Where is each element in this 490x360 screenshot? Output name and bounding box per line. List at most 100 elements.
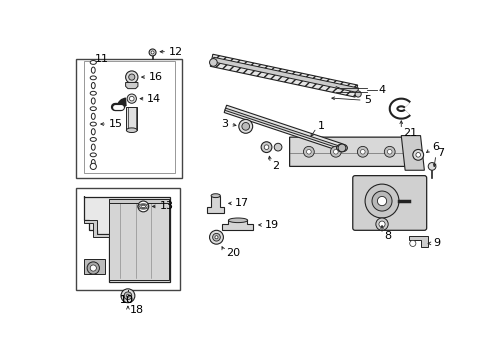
Circle shape	[307, 149, 311, 154]
Circle shape	[410, 240, 416, 247]
Circle shape	[129, 96, 134, 101]
Polygon shape	[210, 54, 358, 97]
Ellipse shape	[90, 76, 97, 80]
Text: 2: 2	[272, 161, 279, 171]
Ellipse shape	[90, 138, 97, 141]
Bar	[76, 59, 182, 178]
Circle shape	[242, 122, 249, 130]
Ellipse shape	[91, 129, 95, 135]
Polygon shape	[409, 236, 428, 247]
Text: 12: 12	[169, 47, 183, 57]
Ellipse shape	[90, 163, 97, 170]
Text: 17: 17	[235, 198, 249, 208]
Circle shape	[330, 147, 341, 157]
Circle shape	[90, 265, 97, 271]
Text: 14: 14	[147, 94, 161, 104]
Ellipse shape	[91, 82, 95, 89]
Polygon shape	[84, 220, 109, 237]
Text: 16: 16	[149, 72, 163, 82]
FancyBboxPatch shape	[353, 176, 427, 230]
Circle shape	[274, 143, 282, 151]
Text: 1: 1	[318, 121, 325, 131]
Circle shape	[388, 149, 392, 154]
Text: 4: 4	[378, 85, 385, 95]
Circle shape	[338, 144, 346, 152]
Bar	[76, 188, 179, 289]
Circle shape	[151, 51, 154, 54]
Ellipse shape	[91, 67, 95, 73]
Ellipse shape	[91, 159, 95, 166]
Circle shape	[213, 233, 220, 241]
Text: 13: 13	[159, 202, 173, 211]
Circle shape	[365, 184, 399, 218]
Circle shape	[372, 191, 392, 211]
Text: 5: 5	[365, 95, 371, 105]
Polygon shape	[109, 199, 169, 280]
Circle shape	[125, 71, 138, 83]
Text: 18: 18	[130, 305, 145, 315]
Polygon shape	[84, 259, 105, 274]
Text: 10: 10	[120, 295, 133, 305]
Circle shape	[264, 145, 269, 149]
Circle shape	[303, 147, 314, 157]
Circle shape	[361, 149, 365, 154]
Text: 6: 6	[432, 142, 439, 152]
Circle shape	[416, 153, 420, 157]
Ellipse shape	[228, 218, 247, 222]
Polygon shape	[225, 108, 341, 149]
Circle shape	[126, 294, 129, 297]
Circle shape	[138, 201, 149, 212]
Text: 7: 7	[438, 148, 444, 158]
Ellipse shape	[90, 153, 97, 157]
Circle shape	[376, 218, 388, 230]
Ellipse shape	[126, 128, 137, 132]
Circle shape	[121, 289, 135, 303]
Ellipse shape	[91, 113, 95, 120]
Ellipse shape	[91, 98, 95, 104]
Circle shape	[210, 59, 217, 66]
Circle shape	[261, 142, 272, 153]
Circle shape	[428, 163, 436, 170]
Polygon shape	[224, 105, 342, 151]
Polygon shape	[125, 82, 138, 89]
Circle shape	[124, 292, 132, 300]
Polygon shape	[213, 57, 359, 93]
Polygon shape	[126, 107, 137, 130]
Ellipse shape	[90, 91, 97, 95]
Text: 20: 20	[226, 248, 240, 258]
Circle shape	[129, 74, 135, 80]
Polygon shape	[207, 195, 224, 213]
Text: 15: 15	[109, 119, 122, 129]
Bar	[84, 61, 175, 172]
Text: 9: 9	[434, 238, 441, 248]
Ellipse shape	[90, 122, 97, 126]
Polygon shape	[290, 137, 416, 166]
Circle shape	[355, 91, 361, 97]
Circle shape	[384, 147, 395, 157]
Ellipse shape	[90, 107, 97, 111]
Circle shape	[413, 149, 423, 160]
Polygon shape	[109, 199, 169, 203]
Text: 3: 3	[221, 119, 228, 129]
Text: 11: 11	[95, 54, 109, 64]
Polygon shape	[222, 220, 253, 230]
Ellipse shape	[90, 60, 97, 64]
Circle shape	[357, 147, 368, 157]
Circle shape	[210, 230, 223, 244]
Circle shape	[334, 149, 338, 154]
Circle shape	[87, 262, 99, 274]
Polygon shape	[84, 195, 171, 282]
Polygon shape	[401, 136, 424, 170]
Circle shape	[379, 221, 385, 227]
Text: 21: 21	[404, 128, 417, 138]
Circle shape	[215, 236, 218, 239]
Text: 19: 19	[265, 220, 279, 230]
Text: 10: 10	[120, 295, 133, 305]
Circle shape	[149, 49, 156, 56]
Ellipse shape	[211, 194, 220, 198]
Circle shape	[239, 120, 253, 133]
Circle shape	[377, 197, 387, 206]
Text: 8: 8	[384, 231, 392, 242]
Ellipse shape	[91, 144, 95, 150]
Ellipse shape	[337, 144, 347, 152]
